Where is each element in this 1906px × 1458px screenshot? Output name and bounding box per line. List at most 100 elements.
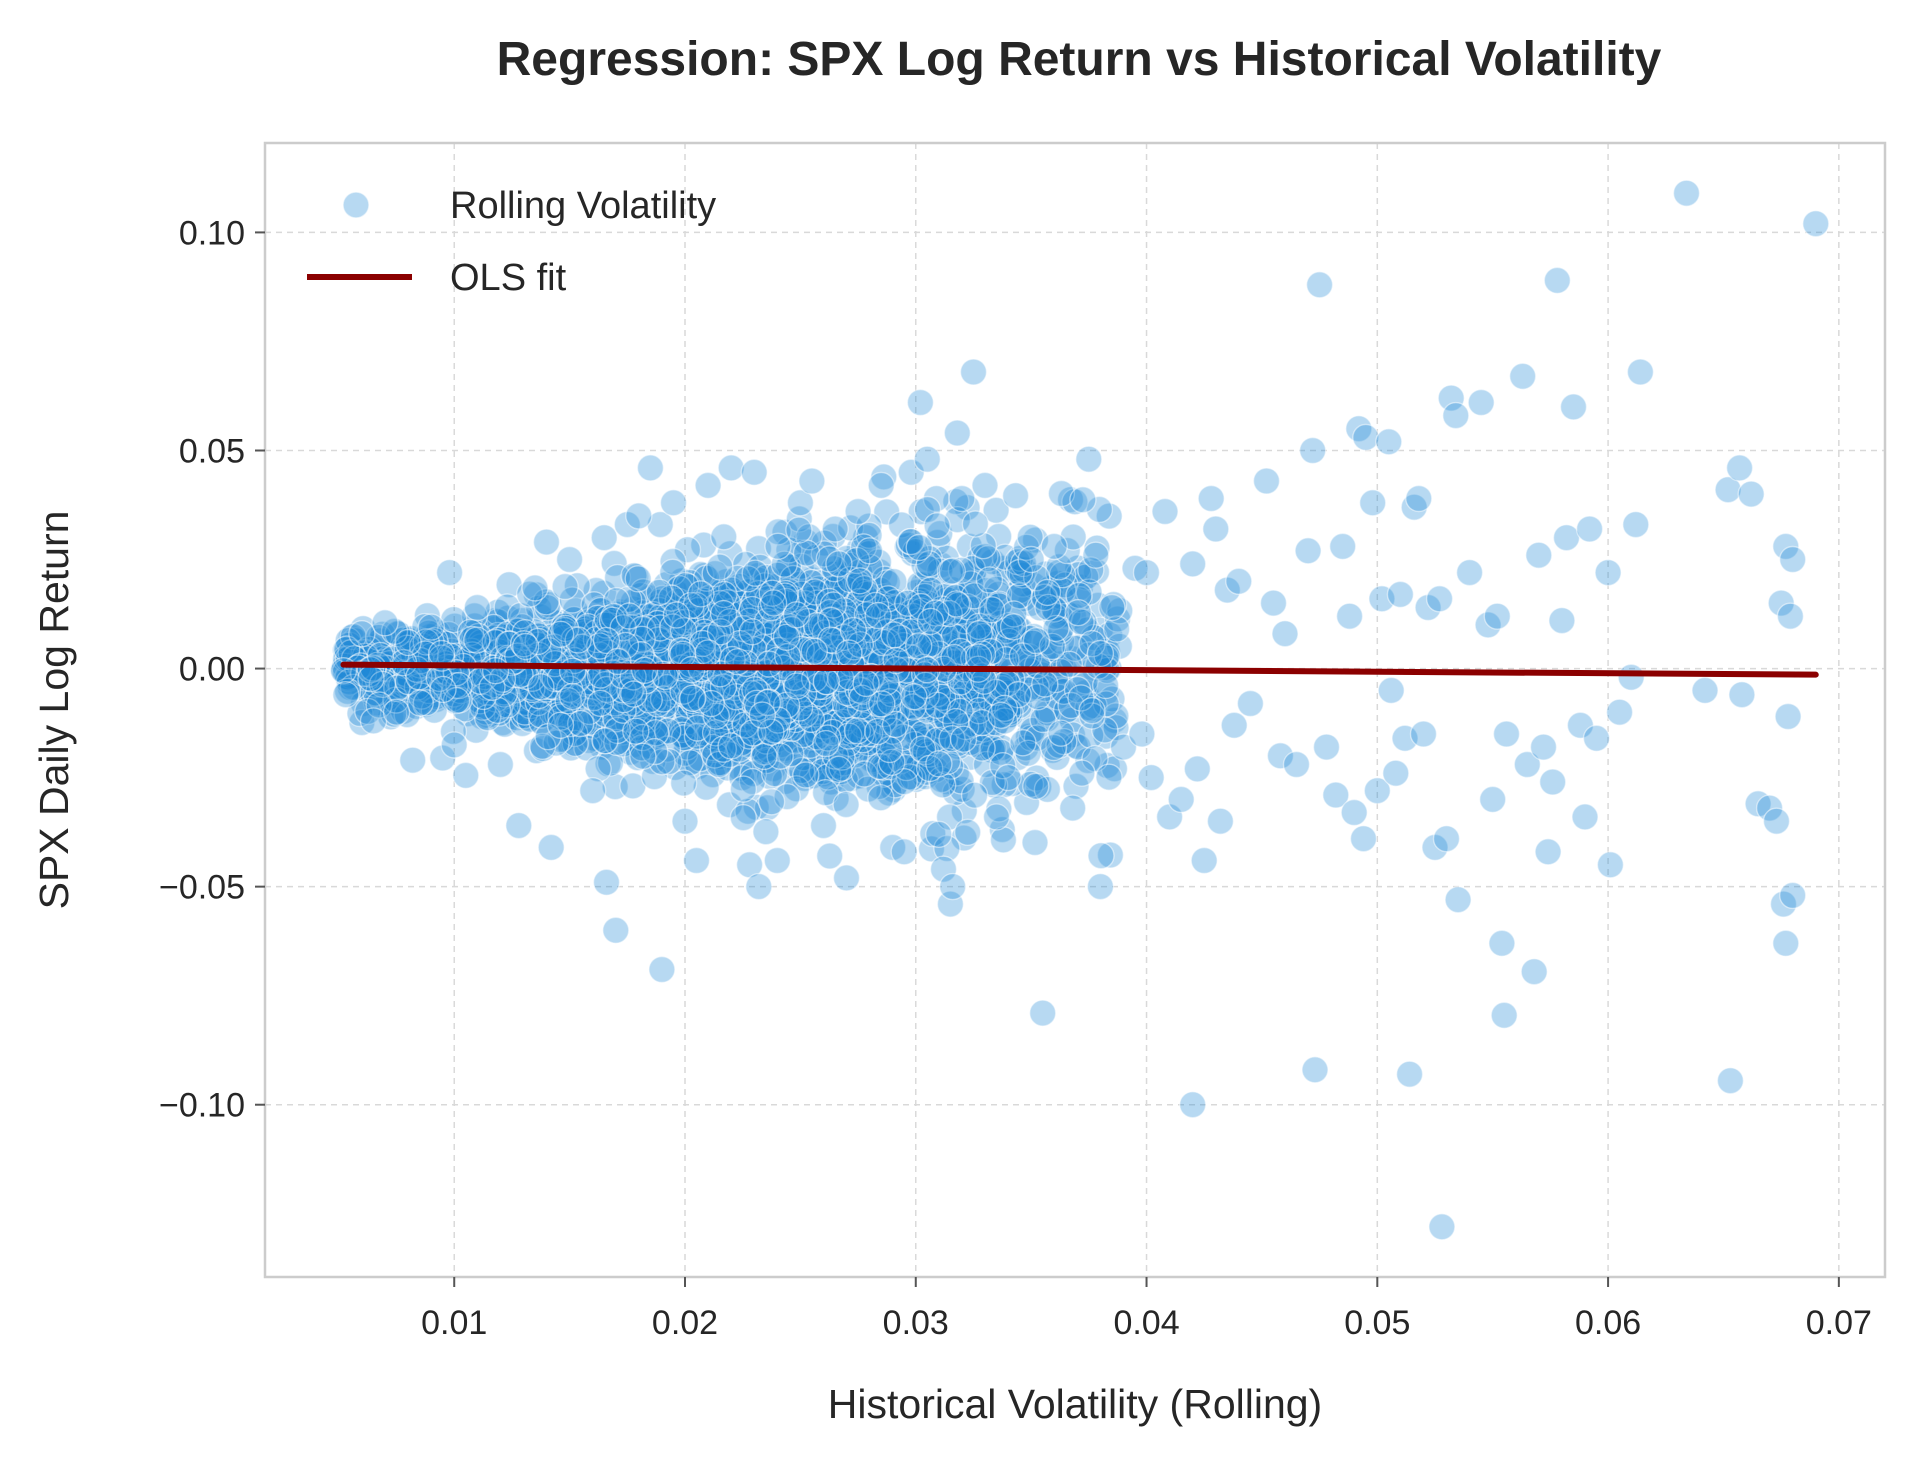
scatter-point [1058, 794, 1087, 822]
scatter-point [1087, 842, 1115, 870]
scatter-point [463, 626, 491, 654]
scatter-point [1559, 393, 1588, 421]
scatter-point [913, 445, 941, 473]
scatter-point [1132, 558, 1161, 587]
scatter-point [694, 471, 722, 500]
scatter-point [989, 826, 1018, 854]
scatter-point [752, 818, 780, 846]
scatter-point [1202, 515, 1230, 543]
scatter-point [546, 620, 575, 648]
scatter-point [1405, 484, 1433, 513]
scatter-point [678, 684, 707, 712]
scatter-point [835, 639, 863, 667]
scatter-point [463, 593, 491, 622]
scatter-point [579, 777, 607, 805]
scatter-point [710, 523, 738, 551]
scatter-point [1312, 733, 1341, 761]
scatter-point [724, 648, 752, 676]
scatter-point [629, 742, 657, 770]
scatter-point [481, 657, 510, 685]
scatter-point [1069, 486, 1097, 514]
scatter-point [949, 725, 978, 753]
scatter-point [792, 539, 821, 567]
scatter-point [1552, 524, 1581, 552]
scatter-point [1725, 454, 1754, 482]
x-tick-label: 0.01 [421, 1304, 487, 1342]
x-tick-label: 0.03 [883, 1304, 949, 1342]
scatter-point [673, 536, 702, 564]
scatter-point [1802, 209, 1830, 238]
scatter-point [1009, 729, 1037, 757]
scatter-point [1022, 627, 1051, 655]
scatter-point [1206, 807, 1235, 835]
legend-label-ols-fit: OLS fit [450, 257, 567, 299]
scatter-point [1178, 550, 1207, 578]
scatter-point [1298, 436, 1327, 465]
scatter-point [1455, 558, 1484, 587]
chart-title: Regression: SPX Log Return vs Historical… [497, 33, 1662, 86]
scatter-point [916, 607, 945, 636]
scatter-point [923, 512, 951, 540]
scatter-point [1068, 759, 1096, 787]
scatter-point [1096, 841, 1125, 869]
scatter-point [782, 601, 811, 629]
scatter-point [1488, 929, 1516, 957]
scatter-point [1017, 545, 1045, 574]
legend-label-rolling-volatility: Rolling Volatility [450, 185, 716, 227]
scatter-point [1047, 719, 1075, 747]
scatter-point [1022, 772, 1050, 800]
scatter-point [625, 502, 653, 530]
scatter-point [978, 596, 1006, 624]
scatter-point [987, 701, 1015, 729]
scatter-point [1137, 763, 1165, 792]
scatter-point [1151, 497, 1179, 526]
scatter-point [1490, 1001, 1518, 1029]
scatter-point [1183, 755, 1212, 783]
x-tick-label: 0.06 [1575, 1304, 1641, 1342]
scatter-point [757, 788, 786, 816]
scatter-point [1358, 489, 1387, 517]
scatter-point [417, 613, 445, 641]
scatter-point [1033, 578, 1062, 607]
scatter-point [1691, 676, 1719, 705]
scatter-point [692, 773, 720, 801]
scatter-point [1031, 670, 1059, 698]
scatter-point [590, 524, 618, 552]
scatter-point [798, 467, 826, 495]
scatter-point [1617, 663, 1645, 691]
scatter-point [1220, 711, 1248, 739]
scatter-point [939, 872, 967, 901]
scatter-point [717, 454, 745, 482]
scatter-point [709, 599, 738, 628]
y-tick-label: −0.10 [159, 1087, 245, 1125]
scatter-point [1386, 580, 1415, 609]
scatter-point [371, 609, 399, 637]
scatter-point [586, 689, 615, 717]
scatter-point [792, 761, 820, 789]
scatter-point [591, 727, 619, 755]
scatter-point [1352, 423, 1380, 452]
scatter-point [925, 750, 953, 778]
scatter-point [1596, 851, 1625, 879]
scatter-point [521, 574, 549, 602]
x-tick-label: 0.07 [1806, 1304, 1872, 1342]
scatter-point [604, 647, 632, 676]
scatter-point [740, 458, 768, 486]
scatter-point [867, 784, 895, 812]
x-axis: 0.01 0.02 0.03 0.04 0.05 0.06 0.07 [421, 1277, 1872, 1342]
scatter-point [825, 755, 853, 783]
scatter-point [1028, 999, 1057, 1027]
scatter-point [832, 790, 860, 819]
scatter-point [551, 572, 579, 601]
scatter-point [1442, 401, 1470, 430]
scatter-point [1091, 671, 1120, 700]
scatter-point [1064, 599, 1092, 627]
x-axis-label: Historical Volatility (Rolling) [828, 1381, 1322, 1427]
scatter-point [1282, 750, 1311, 779]
scatter-point [785, 516, 813, 544]
scatter-point [1167, 785, 1195, 814]
scatter-point [1236, 689, 1265, 718]
scatter-point [1382, 759, 1410, 787]
